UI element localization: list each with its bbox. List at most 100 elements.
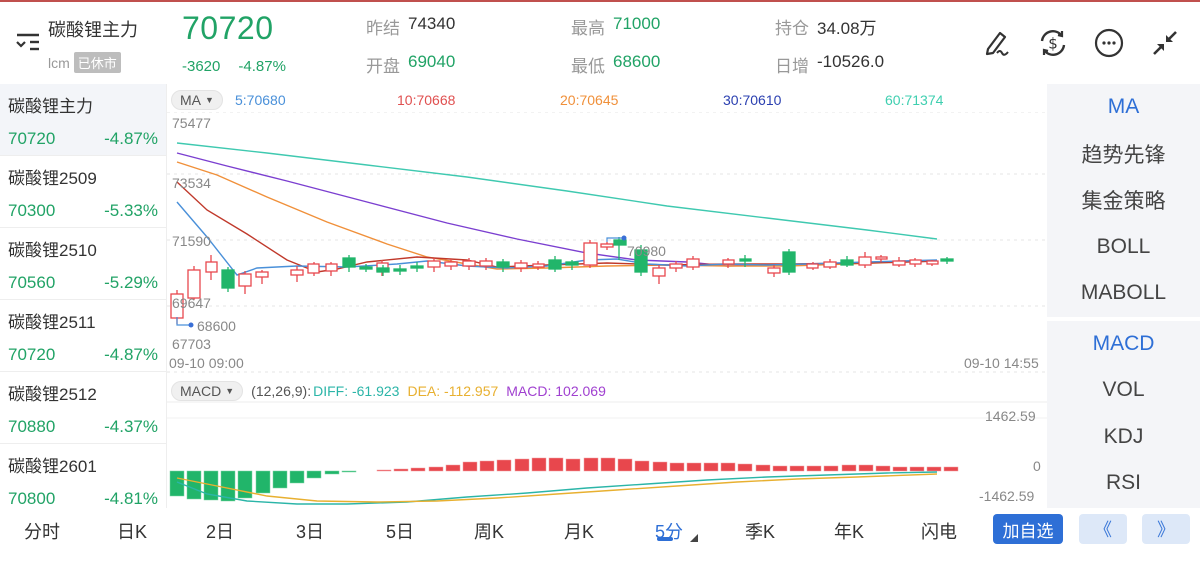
macd-selector-label: MACD	[180, 383, 222, 399]
tab-2day[interactable]: 2日	[206, 522, 235, 542]
indicator-rsi[interactable]: RSI	[1105, 471, 1141, 495]
contract-price: 70720	[8, 345, 56, 364]
contract-item[interactable]: 碳酸锂2601 70800 -4.81%	[0, 444, 166, 508]
market-status-badge: 已休市	[73, 52, 121, 73]
header-actions: $	[980, 26, 1182, 60]
indicator-ma[interactable]: MA	[1107, 95, 1140, 119]
sub-indicators: MACD VOL KDJ RSI	[1047, 320, 1200, 507]
contract-pct: -4.87%	[104, 345, 158, 364]
contract-name: 碳酸锂2511	[8, 313, 96, 332]
y-axis-label: 75477	[172, 115, 211, 131]
dropdown-triangle-icon: ▼	[205, 95, 214, 105]
change-value: -3620	[182, 58, 221, 75]
contract-item[interactable]: 碳酸锂主力 70720 -4.87%	[0, 84, 166, 156]
indicator-panel: MA 趋势先锋 集金策略 BOLL MABOLL MACD VOL KDJ RS…	[1047, 84, 1200, 508]
contract-item[interactable]: 碳酸锂2512 70880 -4.37%	[0, 372, 166, 444]
tab-daily[interactable]: 日K	[117, 522, 148, 542]
stat-daily-change: 日增 -10526.0	[775, 52, 884, 77]
tab-quarterly[interactable]: 季K	[745, 522, 776, 542]
contract-name: 碳酸锂2509	[8, 169, 97, 188]
add-watchlist-button[interactable]: 加自选	[993, 514, 1063, 544]
tab-lightning[interactable]: 闪电	[921, 522, 957, 542]
contract-item[interactable]: 碳酸锂2510 70560 -5.29%	[0, 228, 166, 300]
kline-chart[interactable]: MA ▼ 5:70680 10:70668 20:70645 30:70610 6…	[166, 84, 1047, 508]
stat-low: 最低 68600	[571, 52, 660, 77]
ma-legend: MA ▼ 5:70680 10:70668 20:70645 30:70610 6…	[171, 89, 1041, 111]
macd-axis-label: 0	[1033, 458, 1041, 474]
stat-value: 69040	[408, 52, 456, 71]
ma5-value: 5:70680	[235, 92, 286, 108]
instrument-subtitle: lcm 已休市	[48, 52, 121, 73]
period-tabs: 分时 日K 2日 3日 5日 周K 月K 5分 季K 年K 闪电	[0, 508, 1200, 566]
tab-monthly[interactable]: 月K	[564, 522, 595, 542]
indicator-macd[interactable]: MACD	[1092, 331, 1155, 355]
indicator-fund-strategy[interactable]: 集金策略	[1081, 190, 1166, 214]
stat-value: 74340	[408, 14, 456, 33]
tab-yearly[interactable]: 年K	[834, 522, 865, 542]
prev-contract-button[interactable]: 《	[1079, 514, 1127, 544]
change-percent: -4.87%	[238, 58, 286, 75]
tab-weekly[interactable]: 周K	[474, 522, 505, 542]
price-change: -3620 -4.87%	[182, 58, 286, 75]
period-menu-corner-icon[interactable]	[690, 534, 698, 542]
indicator-maboll[interactable]: MABOLL	[1080, 281, 1167, 305]
ma-selector-label: MA	[180, 92, 201, 108]
ma10-value: 10:70668	[397, 92, 456, 108]
symbol-code: lcm	[48, 54, 70, 71]
high-price-marker: 70980	[627, 243, 666, 259]
stat-value: 71000	[613, 14, 661, 33]
macd-diff-value: DIFF: -61.923	[313, 383, 400, 399]
contract-pct: -5.29%	[104, 273, 158, 292]
contract-name: 碳酸锂2601	[8, 457, 97, 476]
contract-pct: -5.33%	[104, 201, 158, 220]
top-accent-line	[0, 0, 1200, 2]
macd-selector[interactable]: MACD ▼	[171, 381, 244, 401]
macd-axis-label: 1462.59	[985, 408, 1036, 424]
ma60-value: 60:71374	[885, 92, 944, 108]
contract-pct: -4.81%	[104, 489, 158, 508]
macd-value: MACD: 102.069	[506, 383, 606, 399]
indicator-vol[interactable]: VOL	[1102, 378, 1145, 402]
contract-price: 70720	[8, 129, 56, 148]
main-indicators: MA 趋势先锋 集金策略 BOLL MABOLL	[1047, 84, 1200, 317]
tab-3day[interactable]: 3日	[296, 522, 325, 542]
contract-price: 70560	[8, 273, 56, 292]
more-options-icon[interactable]	[1092, 26, 1126, 60]
contract-list: 碳酸锂主力 70720 -4.87% 碳酸锂2509 70300 -5.33% 碳酸…	[0, 84, 166, 508]
macd-dea-value: DEA: -112.957	[407, 383, 499, 399]
tab-timeshare[interactable]: 分时	[24, 522, 60, 542]
contract-name: 碳酸锂2510	[8, 241, 97, 260]
stat-open-interest: 持仓 34.08万	[775, 14, 877, 39]
stat-label: 持仓	[775, 19, 809, 38]
macd-legend: MACD ▼ (12,26,9): DIFF: -61.923 DEA: -112…	[171, 381, 606, 401]
indicator-boll[interactable]: BOLL	[1096, 234, 1151, 258]
contract-item[interactable]: 碳酸锂2509 70300 -5.33%	[0, 156, 166, 228]
stat-value: 68600	[613, 52, 661, 71]
draw-pen-icon[interactable]	[980, 26, 1014, 60]
collapse-arrows-icon[interactable]	[1148, 26, 1182, 60]
contract-name: 碳酸锂2512	[8, 385, 97, 404]
next-contract-button[interactable]: 》	[1142, 514, 1190, 544]
ma30-value: 30:70610	[723, 92, 782, 108]
contract-item[interactable]: 碳酸锂2511 70720 -4.87%	[0, 300, 166, 372]
indicator-trend[interactable]: 趋势先锋	[1081, 143, 1166, 167]
stat-prev-settle: 昨结 74340	[366, 14, 455, 39]
ma-selector[interactable]: MA ▼	[171, 90, 223, 110]
contract-price: 70300	[8, 201, 56, 220]
indicator-divider	[1047, 316, 1200, 321]
x-axis-end: 09-10 14:55	[964, 355, 1039, 371]
quote-header: 碳酸锂主力 lcm 已休市 70720 -3620 -4.87% 昨结 7434…	[0, 2, 1200, 84]
y-axis-label: 69647	[172, 295, 211, 311]
ma20-value: 20:70645	[560, 92, 619, 108]
svg-text:$: $	[1048, 35, 1058, 53]
last-price: 70720	[182, 10, 274, 46]
x-axis-start: 09-10 09:00	[169, 355, 244, 371]
currency-exchange-icon[interactable]: $	[1036, 26, 1070, 60]
contract-pct: -4.87%	[104, 129, 158, 148]
stat-label: 最高	[571, 19, 605, 38]
contract-name: 碳酸锂主力	[8, 97, 93, 116]
collapse-list-icon[interactable]	[14, 30, 42, 54]
price-chart-canvas	[167, 112, 1047, 505]
tab-5day[interactable]: 5日	[386, 522, 415, 542]
indicator-kdj[interactable]: KDJ	[1103, 424, 1144, 448]
